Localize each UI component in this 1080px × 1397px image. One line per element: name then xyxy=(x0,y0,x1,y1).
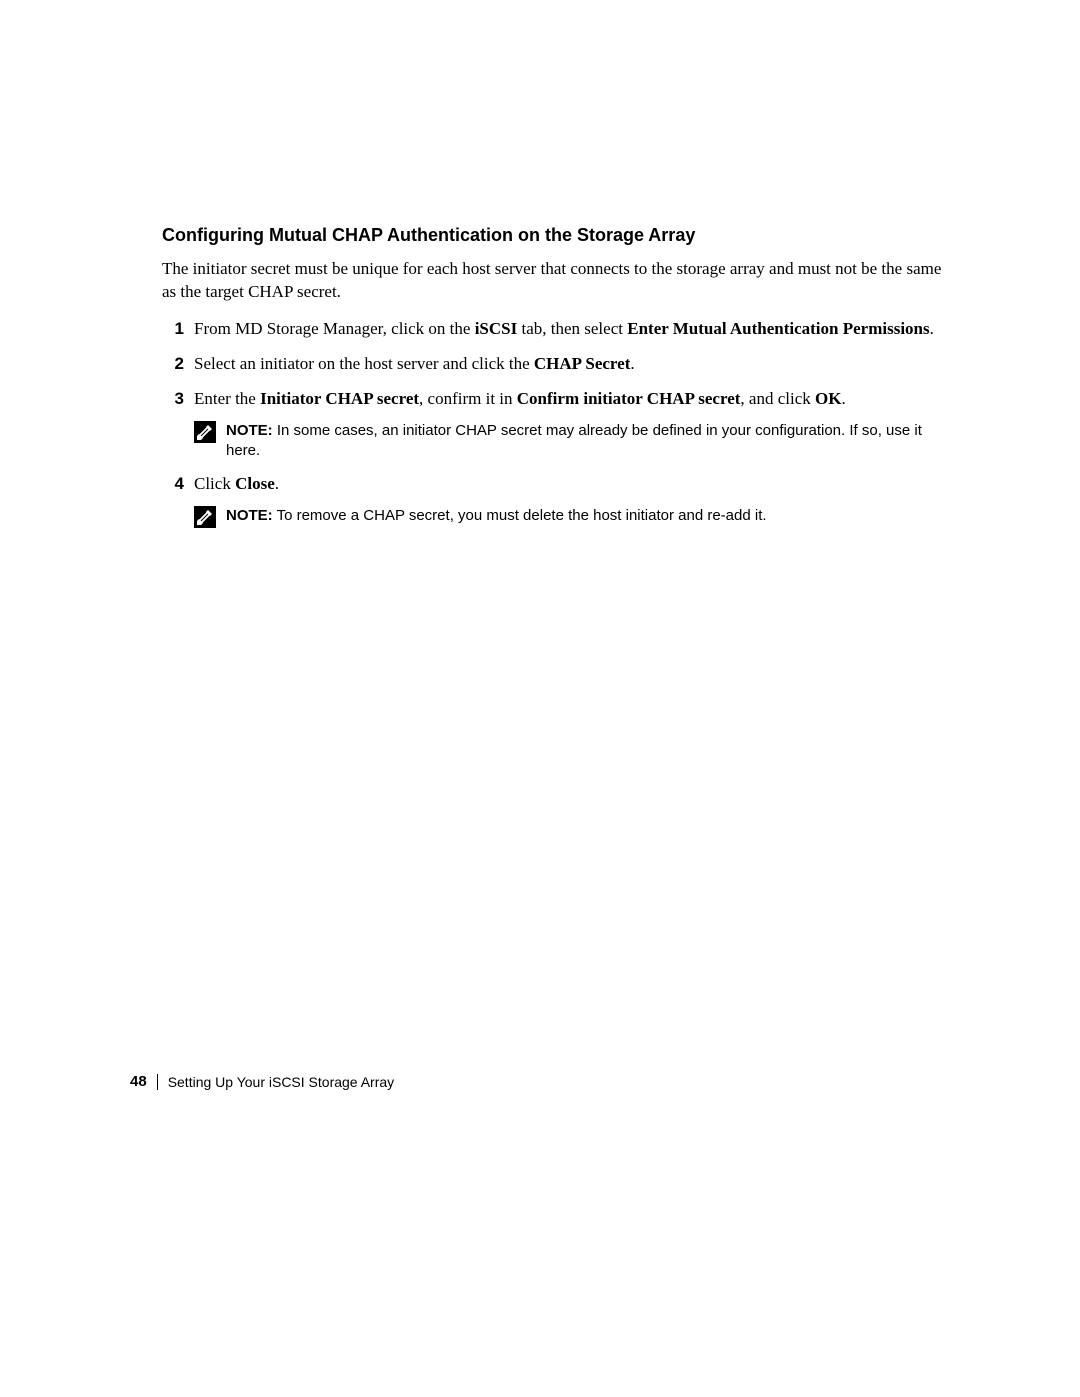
section-heading: Configuring Mutual CHAP Authentication o… xyxy=(162,225,950,246)
step-bold: Enter Mutual Authentication Permissions xyxy=(627,319,929,338)
note-label: NOTE: xyxy=(226,422,273,439)
step-text: , and click xyxy=(740,389,815,408)
step-text: Enter the xyxy=(194,389,260,408)
step-text: . xyxy=(930,319,934,338)
note-body: In some cases, an initiator CHAP secret … xyxy=(226,422,922,459)
step-bold: Initiator CHAP secret xyxy=(260,389,419,408)
step-text: , confirm it in xyxy=(419,389,517,408)
page-number: 48 xyxy=(130,1073,147,1090)
note-block: NOTE: To remove a CHAP secret, you must … xyxy=(194,506,950,528)
intro-paragraph: The initiator secret must be unique for … xyxy=(162,258,950,304)
note-label: NOTE: xyxy=(226,507,273,524)
document-page: Configuring Mutual CHAP Authentication o… xyxy=(0,0,1080,1397)
step-text: . xyxy=(841,389,845,408)
step-bold: OK xyxy=(815,389,841,408)
note-block: NOTE: In some cases, an initiator CHAP s… xyxy=(194,421,950,462)
step-item-4: Click Close. NOTE: To remove a CHAP secr… xyxy=(162,473,950,528)
step-bold: Close xyxy=(235,474,275,493)
page-footer: 48 Setting Up Your iSCSI Storage Array xyxy=(130,1073,394,1090)
step-item-2: Select an initiator on the host server a… xyxy=(162,353,950,376)
step-text: tab, then select xyxy=(517,319,627,338)
footer-section-title: Setting Up Your iSCSI Storage Array xyxy=(168,1074,394,1090)
step-text: Click xyxy=(194,474,235,493)
step-item-1: From MD Storage Manager, click on the iS… xyxy=(162,318,950,341)
step-bold: Confirm initiator CHAP secret xyxy=(517,389,741,408)
note-body: To remove a CHAP secret, you must delete… xyxy=(273,507,767,524)
step-text: From MD Storage Manager, click on the xyxy=(194,319,475,338)
note-icon xyxy=(194,506,216,528)
step-bold: CHAP Secret xyxy=(534,354,630,373)
step-list: From MD Storage Manager, click on the iS… xyxy=(162,318,950,528)
step-item-3: Enter the Initiator CHAP secret, confirm… xyxy=(162,388,950,461)
note-text: NOTE: To remove a CHAP secret, you must … xyxy=(226,506,767,526)
note-icon xyxy=(194,421,216,443)
footer-divider xyxy=(157,1074,158,1090)
step-text: . xyxy=(630,354,634,373)
note-text: NOTE: In some cases, an initiator CHAP s… xyxy=(226,421,950,462)
step-text: Select an initiator on the host server a… xyxy=(194,354,534,373)
step-bold: iSCSI xyxy=(475,319,518,338)
step-text: . xyxy=(275,474,279,493)
